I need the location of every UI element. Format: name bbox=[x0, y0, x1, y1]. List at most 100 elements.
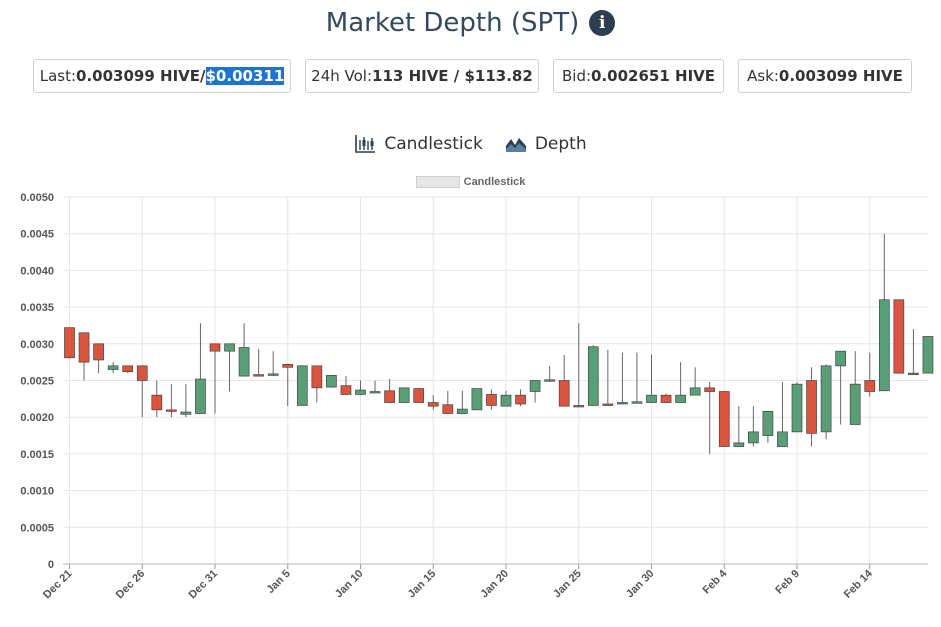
candle-body bbox=[267, 373, 279, 376]
candle-body bbox=[195, 378, 206, 414]
stat-last: Last: 0.003099 HIVE / $0.00311 bbox=[33, 59, 291, 93]
legend-label: Candlestick bbox=[463, 176, 526, 188]
candle-body bbox=[602, 403, 614, 406]
x-tick-label: Dec 21 bbox=[41, 568, 75, 602]
candle-body bbox=[733, 442, 745, 447]
candle-body bbox=[296, 365, 308, 406]
x-tick-label: Feb 4 bbox=[701, 567, 730, 596]
candle-body bbox=[777, 431, 788, 447]
candlestick-chart-icon bbox=[355, 135, 376, 153]
candle-body bbox=[806, 380, 817, 434]
candle-body bbox=[136, 365, 148, 381]
candle-body bbox=[660, 394, 672, 403]
market-stats-bar: Last: 0.003099 HIVE / $0.00311 24h Vol: … bbox=[0, 59, 941, 95]
candle-body bbox=[878, 299, 890, 392]
candle-body bbox=[64, 327, 75, 359]
candle-body bbox=[529, 380, 541, 392]
candle-body bbox=[631, 401, 643, 404]
y-tick-label: 0.0015 bbox=[20, 449, 54, 461]
stat-last-usd: $0.00311 bbox=[205, 67, 285, 85]
chart-legend[interactable]: Candlestick bbox=[0, 174, 941, 190]
x-tick-label: Jan 15 bbox=[406, 568, 439, 601]
y-tick-label: 0.0025 bbox=[20, 376, 54, 388]
x-tick-label: Feb 9 bbox=[773, 568, 802, 597]
candle-body bbox=[238, 347, 250, 377]
y-tick-label: 0.0050 bbox=[20, 192, 54, 204]
page-header: Market Depth (SPT) i bbox=[0, 0, 941, 46]
candle-body bbox=[253, 374, 264, 377]
candle-body bbox=[689, 387, 701, 396]
x-tick-label: Jan 5 bbox=[264, 568, 292, 596]
x-tick-label: Jan 30 bbox=[624, 568, 657, 601]
y-tick-label: 0.0045 bbox=[20, 229, 54, 241]
x-tick-label: Jan 25 bbox=[551, 568, 584, 601]
info-icon[interactable]: i bbox=[589, 10, 616, 36]
stat-vol-value: 113 HIVE / $113.82 bbox=[372, 67, 533, 85]
candle-body bbox=[515, 394, 526, 405]
candle-body bbox=[398, 387, 410, 403]
candle-body bbox=[893, 299, 905, 374]
legend-swatch bbox=[415, 176, 460, 188]
tab-candlestick[interactable]: Candlestick bbox=[354, 130, 483, 158]
candle-body bbox=[340, 385, 352, 395]
candle-body bbox=[617, 402, 628, 405]
stat-vol-label: 24h Vol: bbox=[311, 67, 373, 85]
candle-body bbox=[864, 380, 876, 392]
candle-body bbox=[78, 332, 90, 363]
y-tick-label: 0.0010 bbox=[20, 486, 54, 498]
candle-body bbox=[224, 343, 235, 352]
candle-body bbox=[355, 389, 366, 395]
stat-bid-value: 0.002651 HIVE bbox=[591, 67, 716, 85]
candle-body bbox=[835, 350, 847, 367]
stat-last-label: Last: bbox=[39, 67, 77, 85]
candle-body bbox=[849, 383, 861, 425]
x-tick-label: Jan 10 bbox=[333, 568, 366, 601]
x-tick-label: Dec 26 bbox=[114, 568, 148, 602]
candle-body bbox=[573, 405, 585, 408]
candle-body bbox=[762, 410, 774, 436]
x-tick-label: Dec 31 bbox=[187, 568, 221, 602]
chart-type-tabs: Candlestick Depth bbox=[0, 130, 941, 158]
candle-body bbox=[151, 394, 163, 411]
candle-body bbox=[311, 365, 323, 389]
candle-body bbox=[107, 365, 119, 370]
candle-body bbox=[704, 387, 716, 392]
candle-body bbox=[486, 394, 497, 406]
depth-chart-icon bbox=[505, 138, 526, 152]
candle-body bbox=[166, 409, 177, 412]
stat-ask-label: Ask: bbox=[747, 67, 779, 85]
tab-depth-label: Depth bbox=[534, 134, 587, 154]
y-tick-label: 0.0005 bbox=[20, 522, 54, 534]
candle-body bbox=[791, 383, 803, 433]
candle-body bbox=[122, 365, 134, 373]
candle-body bbox=[747, 431, 759, 444]
candle-body bbox=[457, 408, 468, 414]
y-tick-label: 0 bbox=[48, 559, 54, 571]
candle-body bbox=[587, 346, 599, 406]
candle-body bbox=[369, 391, 381, 394]
y-tick-label: 0.0035 bbox=[20, 302, 54, 314]
candle-body bbox=[282, 364, 294, 368]
stat-ask-value: 0.003099 HIVE bbox=[778, 67, 903, 85]
x-tick-label: Jan 20 bbox=[478, 568, 511, 601]
candle-body bbox=[384, 390, 395, 403]
candle-body bbox=[209, 343, 221, 352]
page-title: Market Depth (SPT) bbox=[325, 8, 580, 38]
stat-bid-label: Bid: bbox=[561, 67, 592, 85]
candle-body bbox=[544, 379, 556, 382]
x-tick-label: Feb 14 bbox=[842, 567, 876, 601]
candle-body bbox=[471, 388, 483, 411]
candle-body bbox=[93, 343, 104, 361]
candle-body bbox=[413, 388, 425, 403]
candle-body bbox=[718, 391, 730, 447]
tab-candlestick-label: Candlestick bbox=[384, 134, 483, 154]
candle-body bbox=[500, 394, 512, 407]
candle-body bbox=[442, 404, 454, 414]
candle-body bbox=[180, 411, 192, 415]
stat-last-hive: 0.003099 HIVE bbox=[76, 67, 201, 85]
tab-depth[interactable]: Depth bbox=[505, 130, 587, 158]
candle-body bbox=[558, 380, 570, 407]
y-tick-label: 0.0020 bbox=[20, 412, 54, 424]
candle-body bbox=[646, 394, 657, 403]
